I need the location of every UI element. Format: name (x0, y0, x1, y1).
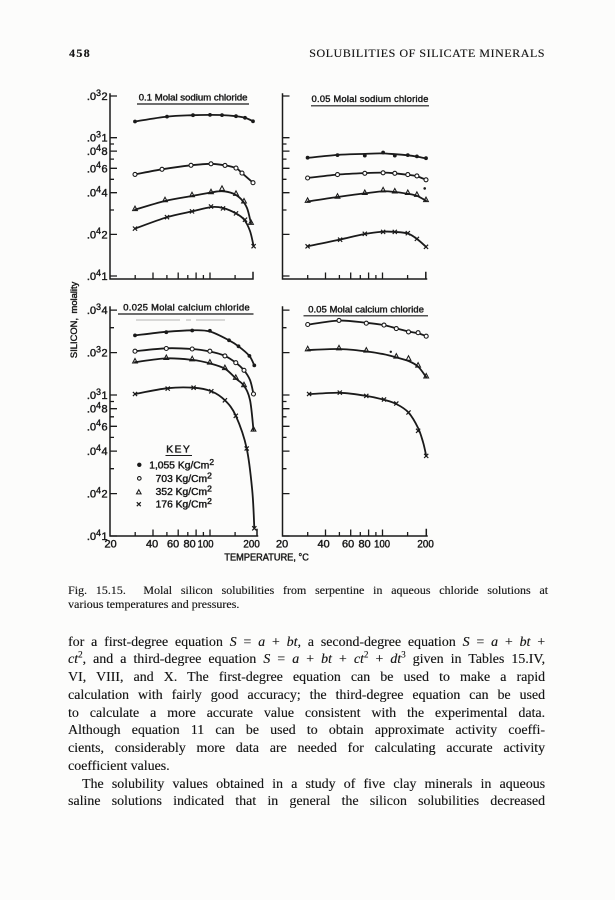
svg-text:20: 20 (104, 539, 116, 551)
svg-text:200: 200 (417, 539, 434, 551)
svg-text:0.05 Molal calcium chloride: 0.05 Molal calcium chloride (308, 304, 424, 315)
svg-text:176 Kg/Cm2: 176 Kg/Cm2 (156, 496, 213, 511)
svg-text:60: 60 (342, 539, 354, 551)
svg-text:SILICON, molality: SILICON, molality (68, 282, 79, 359)
svg-text:20: 20 (276, 539, 288, 551)
svg-text:0.05 Molal sodium chloride: 0.05 Molal sodium chloride (311, 94, 428, 104)
svg-text:.032: .032 (87, 344, 108, 359)
svg-text:.031: .031 (87, 387, 108, 402)
svg-text:.042: .042 (87, 485, 108, 500)
svg-text:.048: .048 (87, 143, 108, 158)
svg-text:60: 60 (167, 539, 179, 551)
svg-text:.042: .042 (87, 226, 108, 241)
svg-text:.041: .041 (87, 268, 108, 283)
svg-text:80: 80 (358, 539, 370, 551)
svg-text:703 Kg/Cm2: 703 Kg/Cm2 (156, 471, 213, 486)
svg-text:.031: .031 (87, 130, 108, 145)
svg-text:100: 100 (198, 539, 214, 551)
svg-text:KEY: KEY (166, 445, 191, 456)
svg-text:40: 40 (146, 539, 158, 551)
svg-text:TEMPERATURE, °C: TEMPERATURE, °C (224, 553, 309, 564)
svg-text:40: 40 (317, 539, 329, 551)
svg-text:352 Kg/Cm2: 352 Kg/Cm2 (156, 483, 213, 498)
svg-text:.044: .044 (87, 443, 108, 458)
svg-text:.048: .048 (87, 401, 108, 416)
svg-text:.032: .032 (87, 88, 108, 103)
svg-text:.046: .046 (87, 160, 108, 175)
svg-text:.041: .041 (87, 528, 108, 543)
svg-text:0.025 Molal calcium chloride: 0.025 Molal calcium chloride (123, 302, 250, 313)
svg-text:80: 80 (183, 539, 195, 551)
svg-text:100: 100 (374, 539, 390, 551)
svg-text:.046: .046 (87, 418, 108, 433)
svg-text:0.1 Molal sodium chloride: 0.1 Molal sodium chloride (139, 93, 248, 104)
svg-text:200: 200 (243, 539, 260, 551)
svg-text:.034: .034 (87, 302, 108, 317)
svg-text:1,055 Kg/Cm2: 1,055 Kg/Cm2 (149, 457, 214, 472)
svg-text:.044: .044 (87, 185, 108, 200)
